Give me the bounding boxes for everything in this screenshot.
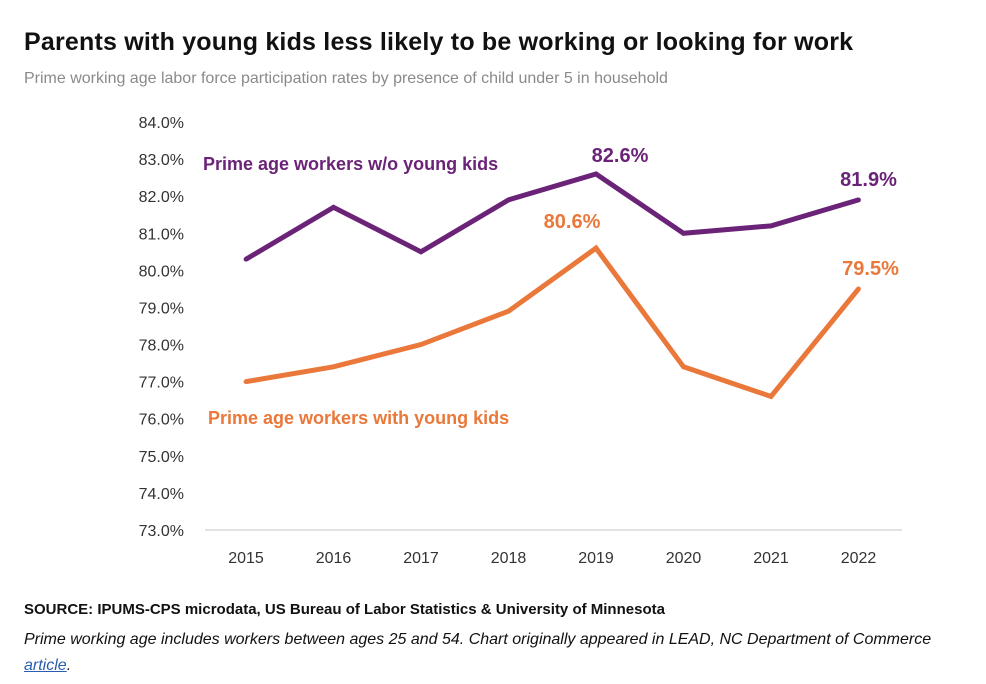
- y-tick-label: 79.0%: [139, 300, 184, 317]
- line-chart: 73.0% 74.0% 75.0% 76.0% 77.0% 78.0% 79.0% 80.0%…: [139, 115, 902, 567]
- data-point: [681, 364, 686, 370]
- data-point: [768, 394, 774, 399]
- data-point: [331, 364, 336, 370]
- y-tick-label: 82.0%: [139, 189, 184, 206]
- series-line-with-kids: [245, 244, 861, 400]
- data-point: [593, 171, 599, 177]
- x-tick-label: 2018: [491, 550, 527, 567]
- data-point: [856, 286, 861, 292]
- y-tick-label: 75.0%: [139, 449, 184, 466]
- y-tick-label: 80.0%: [139, 263, 184, 280]
- y-tick-label: 78.0%: [139, 338, 184, 355]
- x-tick-label: 2020: [666, 550, 702, 567]
- data-label: 82.6%: [592, 145, 649, 167]
- x-tick-label: 2021: [753, 550, 789, 567]
- footnote-text: Prime working age includes workers betwe…: [24, 631, 932, 648]
- x-tick-label: 2016: [316, 550, 352, 567]
- x-tick-label: 2015: [228, 550, 264, 567]
- data-label: 80.6%: [544, 211, 601, 233]
- data-point: [593, 245, 599, 251]
- y-tick-label: 73.0%: [139, 523, 184, 540]
- y-tick-label: 74.0%: [139, 486, 184, 503]
- data-point: [768, 223, 774, 229]
- series-label-without-kids: Prime age workers w/o young kids: [203, 154, 498, 174]
- chart-subtitle: Prime working age labor force participat…: [24, 70, 668, 87]
- data-point: [506, 308, 511, 314]
- data-point: [331, 204, 336, 210]
- article-link[interactable]: article: [24, 657, 67, 674]
- chart-title: Parents with young kids less likely to b…: [24, 28, 854, 56]
- series-label-with-kids: Prime age workers with young kids: [208, 408, 509, 428]
- data-label: 79.5%: [842, 258, 899, 280]
- y-tick-label: 81.0%: [139, 226, 184, 243]
- y-tick-label: 76.0%: [139, 412, 184, 429]
- x-tick-label: 2022: [841, 550, 877, 567]
- x-tick-label: 2017: [403, 550, 439, 567]
- y-tick-label: 77.0%: [139, 375, 184, 392]
- data-label: 81.9%: [840, 169, 897, 191]
- data-point: [243, 256, 249, 262]
- data-point: [506, 197, 511, 203]
- data-point: [418, 249, 424, 255]
- data-point: [681, 230, 686, 236]
- data-point: [243, 379, 249, 385]
- x-tick-label: 2019: [578, 550, 614, 567]
- footnote: Prime working age includes workers betwe…: [24, 627, 964, 679]
- data-point: [418, 342, 424, 347]
- series-line-without-kids: [244, 171, 860, 262]
- source-text: SOURCE: IPUMS-CPS microdata, US Bureau o…: [24, 601, 665, 618]
- y-tick-label: 84.0%: [139, 115, 184, 132]
- y-tick-label: 83.0%: [139, 152, 184, 169]
- footnote-end: .: [66, 657, 72, 674]
- data-point: [856, 197, 861, 203]
